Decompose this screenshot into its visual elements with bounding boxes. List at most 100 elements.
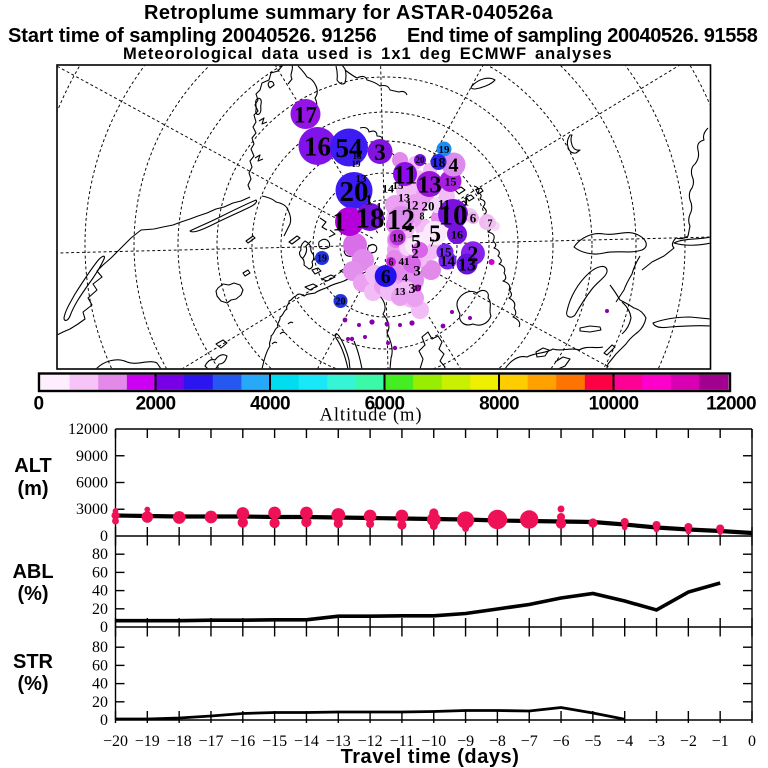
svg-text:−10: −10: [421, 733, 446, 750]
svg-text:5: 5: [429, 222, 441, 248]
svg-text:2: 2: [412, 247, 419, 262]
svg-text:Altitude (m): Altitude (m): [320, 406, 423, 426]
svg-text:0: 0: [34, 394, 44, 415]
svg-text:6000: 6000: [365, 394, 405, 415]
svg-text:(m): (m): [17, 478, 48, 500]
svg-text:19: 19: [317, 254, 327, 265]
svg-text:60: 60: [92, 564, 108, 581]
svg-text:1: 1: [376, 199, 382, 213]
svg-text:11: 11: [393, 160, 418, 189]
svg-text:−15: −15: [262, 733, 287, 750]
svg-text:20: 20: [92, 601, 108, 618]
svg-text:12: 12: [406, 198, 419, 213]
svg-text:0: 0: [100, 528, 108, 545]
svg-text:3: 3: [409, 282, 416, 297]
svg-text:54: 54: [336, 133, 363, 163]
svg-text:6: 6: [470, 211, 477, 226]
svg-text:5: 5: [411, 231, 421, 253]
svg-text:13: 13: [418, 173, 442, 199]
svg-text:−11: −11: [390, 733, 414, 750]
svg-text:16: 16: [451, 227, 463, 241]
svg-text:15: 15: [445, 174, 457, 188]
svg-text:−16: −16: [230, 733, 255, 750]
svg-text:18: 18: [356, 202, 385, 234]
svg-text:16: 16: [304, 132, 331, 162]
svg-text:−6: −6: [552, 733, 569, 750]
svg-text:6: 6: [381, 266, 391, 288]
svg-text:6000: 6000: [76, 475, 108, 492]
svg-text:11: 11: [438, 197, 450, 212]
svg-text:10: 10: [439, 199, 468, 231]
svg-text:12000: 12000: [706, 394, 756, 415]
svg-text:−13: −13: [326, 733, 351, 750]
svg-text:−12: −12: [358, 733, 383, 750]
svg-text:41: 41: [399, 256, 410, 268]
svg-text:12: 12: [387, 205, 415, 236]
svg-text:0: 0: [100, 619, 108, 636]
svg-text:3: 3: [413, 263, 421, 279]
svg-text:15: 15: [393, 180, 405, 192]
svg-text:2000: 2000: [136, 394, 176, 415]
svg-text:80: 80: [92, 639, 108, 656]
svg-text:−3: −3: [648, 733, 665, 750]
svg-text:−18: −18: [167, 733, 192, 750]
svg-text:10000: 10000: [589, 394, 639, 415]
svg-text:60: 60: [92, 657, 108, 674]
svg-text:80: 80: [92, 546, 108, 563]
svg-text:ALT: ALT: [14, 455, 51, 477]
svg-text:20: 20: [422, 199, 435, 214]
svg-text:12000: 12000: [68, 421, 108, 438]
svg-text:1: 1: [332, 207, 346, 237]
svg-text:8000: 8000: [479, 394, 519, 415]
svg-text:14: 14: [382, 181, 394, 195]
svg-text:19: 19: [392, 231, 404, 245]
svg-text:−20: −20: [103, 733, 128, 750]
svg-text:7: 7: [430, 239, 435, 250]
svg-text:1: 1: [365, 192, 373, 208]
svg-text:20: 20: [92, 694, 108, 711]
svg-text:19: 19: [439, 144, 451, 156]
svg-text:17: 17: [294, 102, 317, 127]
svg-text:13: 13: [398, 190, 410, 204]
svg-text:−9: −9: [457, 733, 474, 750]
svg-text:4: 4: [402, 270, 408, 284]
svg-text:7: 7: [488, 219, 493, 230]
svg-text:3: 3: [374, 140, 386, 165]
svg-text:ABL: ABL: [12, 561, 53, 583]
svg-text:19: 19: [352, 159, 362, 169]
svg-text:14: 14: [440, 254, 456, 270]
svg-text:−17: −17: [198, 733, 223, 750]
svg-text:1: 1: [463, 194, 470, 209]
svg-text:(%): (%): [17, 583, 48, 605]
svg-text:−14: −14: [294, 733, 319, 750]
svg-text:4: 4: [406, 221, 413, 236]
svg-text:13: 13: [458, 255, 476, 275]
svg-text:Travel time (days): Travel time (days): [341, 746, 520, 768]
svg-text:13: 13: [356, 173, 368, 185]
svg-text:−8: −8: [489, 733, 506, 750]
svg-text:40: 40: [92, 583, 108, 600]
svg-text:3000: 3000: [76, 501, 108, 518]
svg-text:4: 4: [449, 155, 459, 177]
svg-text:18: 18: [353, 151, 363, 161]
svg-text:13: 13: [395, 286, 407, 298]
svg-text:−1: −1: [712, 733, 729, 750]
svg-text:2: 2: [467, 241, 478, 266]
svg-text:4000: 4000: [250, 394, 290, 415]
svg-text:0: 0: [748, 733, 756, 750]
svg-text:20: 20: [416, 155, 426, 165]
svg-text:18: 18: [432, 156, 446, 171]
svg-text:0: 0: [100, 712, 108, 729]
svg-text:17: 17: [414, 285, 422, 293]
svg-text:8: 8: [420, 212, 425, 223]
svg-text:−2: −2: [680, 733, 697, 750]
svg-text:20: 20: [340, 176, 369, 208]
svg-text:−19: −19: [135, 733, 160, 750]
svg-text:(%): (%): [17, 673, 48, 695]
svg-text:20: 20: [336, 297, 346, 308]
svg-text:STR: STR: [13, 651, 54, 673]
svg-text:6: 6: [389, 258, 394, 269]
svg-text:15: 15: [439, 245, 453, 260]
svg-text:−5: −5: [584, 733, 601, 750]
svg-text:−4: −4: [616, 733, 633, 750]
